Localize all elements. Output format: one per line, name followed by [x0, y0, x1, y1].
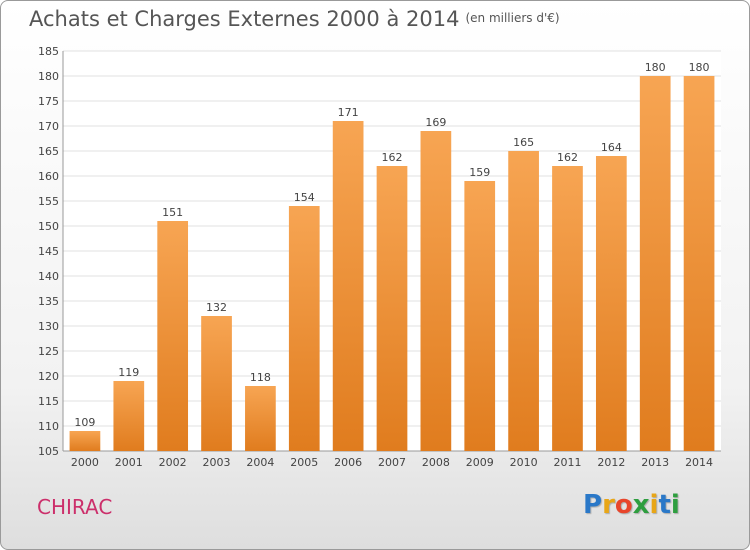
data-label-2009: 159 — [469, 166, 490, 179]
y-tick-label: 130 — [38, 320, 59, 333]
bar-layer — [69, 76, 715, 451]
bar-2009 — [464, 181, 496, 451]
logo-letter: t — [658, 490, 671, 520]
x-tick-label-2006: 2006 — [334, 456, 362, 469]
bar-2011 — [552, 166, 583, 451]
y-tick-label: 165 — [38, 145, 59, 158]
y-tick-label: 135 — [38, 295, 59, 308]
bar-2008 — [420, 131, 452, 451]
y-tick-label: 185 — [38, 45, 59, 58]
chart-title: Achats et Charges Externes 2000 à 2014 (e… — [29, 7, 560, 31]
y-tick-label: 180 — [38, 70, 59, 83]
x-tick-label-2011: 2011 — [553, 456, 581, 469]
bar-2006 — [332, 121, 364, 451]
y-tick-label: 115 — [38, 395, 59, 408]
bar-2014 — [683, 76, 715, 451]
bar-2002 — [157, 221, 189, 451]
bar-2003 — [201, 316, 232, 451]
x-tick-label-2001: 2001 — [115, 456, 143, 469]
bar-2004 — [245, 386, 276, 451]
y-tick-label: 105 — [38, 445, 59, 458]
data-label-2014: 180 — [689, 61, 710, 74]
data-label-2002: 151 — [162, 206, 183, 219]
bar-2000 — [69, 431, 101, 451]
y-tick-label: 160 — [38, 170, 59, 183]
data-label-2008: 169 — [425, 116, 446, 129]
logo-letter: i — [649, 490, 659, 520]
x-tick-label-2000: 2000 — [71, 456, 99, 469]
bar-2001 — [113, 381, 145, 451]
chart-subtitle: (en milliers d'€) — [465, 11, 560, 25]
y-tick-label: 150 — [38, 220, 59, 233]
bar-2012 — [595, 156, 627, 451]
data-label-2011: 162 — [557, 151, 578, 164]
bar-2010 — [508, 151, 539, 451]
y-tick-label: 125 — [38, 345, 59, 358]
x-tick-label-2014: 2014 — [685, 456, 713, 469]
data-label-2004: 118 — [250, 371, 271, 384]
y-tick-label: 145 — [38, 245, 59, 258]
data-label-2003: 132 — [206, 301, 227, 314]
logo-letter: P — [583, 490, 603, 520]
commune-name: CHIRAC — [37, 495, 113, 519]
y-tick-label: 175 — [38, 95, 59, 108]
y-tick-label: 170 — [38, 120, 59, 133]
data-label-2007: 162 — [382, 151, 403, 164]
bar-2005 — [288, 206, 320, 451]
data-label-2012: 164 — [601, 141, 622, 154]
data-label-2005: 154 — [294, 191, 315, 204]
bar-2007 — [376, 166, 408, 451]
logo-letter: o — [614, 490, 633, 520]
x-tick-label-2004: 2004 — [246, 456, 274, 469]
x-tick-label-2008: 2008 — [422, 456, 450, 469]
logo-letter: r — [602, 490, 615, 520]
data-label-2006: 171 — [338, 106, 359, 119]
x-tick-label-2010: 2010 — [510, 456, 538, 469]
data-label-2001: 119 — [118, 366, 139, 379]
data-label-2000: 109 — [74, 416, 95, 429]
axis-layer: 1051101151201251301351401451501551601651… — [38, 45, 721, 469]
chart-title-text: Achats et Charges Externes 2000 à 2014 — [29, 7, 460, 31]
x-tick-label-2013: 2013 — [641, 456, 669, 469]
y-tick-label: 110 — [38, 420, 59, 433]
y-tick-label: 120 — [38, 370, 59, 383]
x-tick-label-2007: 2007 — [378, 456, 406, 469]
y-tick-label: 155 — [38, 195, 59, 208]
x-tick-label-2005: 2005 — [290, 456, 318, 469]
data-label-2013: 180 — [645, 61, 666, 74]
bar-2013 — [639, 76, 671, 451]
logo-letter: x — [632, 490, 650, 520]
x-tick-label-2002: 2002 — [159, 456, 187, 469]
x-tick-label-2009: 2009 — [466, 456, 494, 469]
data-label-2010: 165 — [513, 136, 534, 149]
x-tick-label-2003: 2003 — [203, 456, 231, 469]
label-layer: 109 119 151 132 118 154 171 162 169 159 165 162 164 1… — [74, 61, 709, 429]
logo-letter: i — [670, 490, 680, 520]
x-tick-label-2012: 2012 — [597, 456, 625, 469]
proxiti-logo: Proxiti — [583, 490, 680, 520]
y-tick-label: 140 — [38, 270, 59, 283]
